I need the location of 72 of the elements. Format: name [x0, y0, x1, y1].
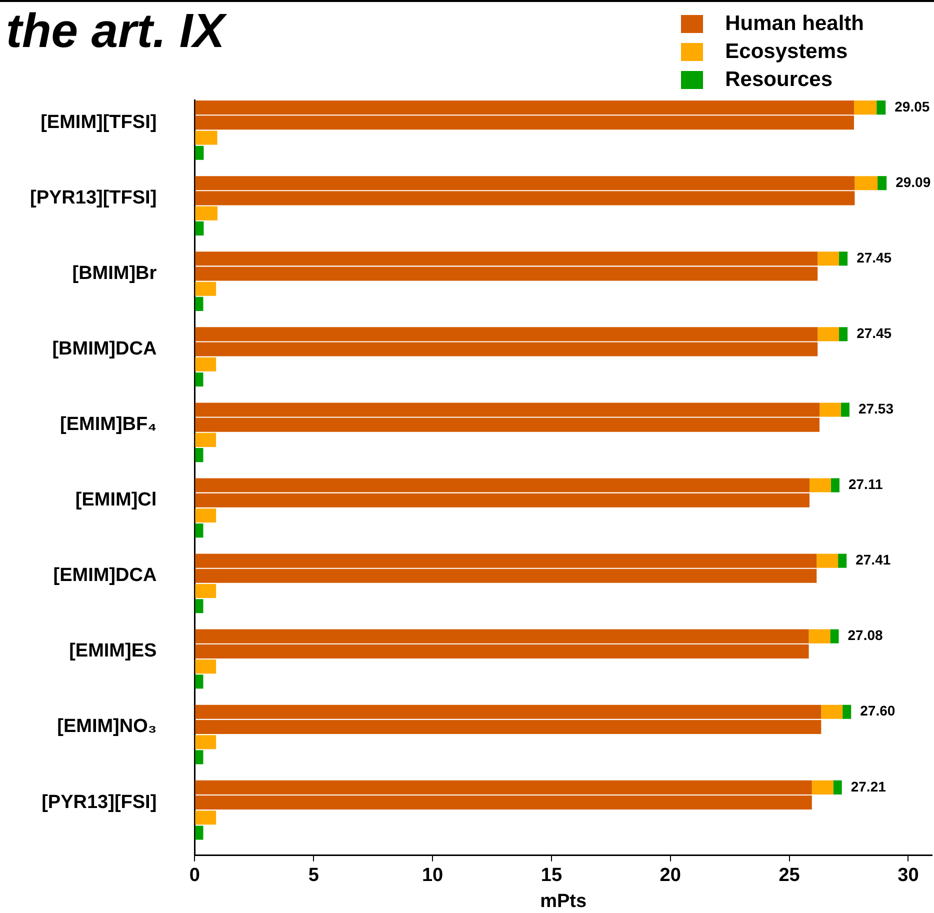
x-axis-title: mPts: [540, 890, 587, 912]
bar: [195, 296, 204, 311]
bar: [195, 357, 216, 372]
x-tick-label: 25: [778, 865, 800, 886]
x-tick-label: 20: [660, 865, 681, 886]
x-tick-label: 10: [422, 865, 444, 886]
total-label: 27.45: [856, 325, 892, 342]
y-tick-label: [EMIM]DCA: [53, 565, 157, 586]
bar: [195, 584, 216, 598]
y-tick-label: [EMIM]Cl: [75, 490, 157, 511]
total-label: 29.05: [894, 98, 930, 114]
bar: [195, 221, 204, 236]
total-label: 29.09: [896, 174, 931, 190]
bar: [816, 554, 838, 568]
bar: [810, 478, 831, 492]
bar: [195, 508, 216, 522]
bar: [876, 100, 886, 115]
bar: [838, 554, 847, 568]
bar: [820, 402, 841, 417]
total-label: 27.11: [848, 476, 883, 492]
y-tick-label: [EMIM]NO₃: [57, 716, 157, 738]
bar: [818, 327, 839, 342]
bar: [195, 130, 218, 145]
bar: [195, 432, 216, 447]
bar: [195, 735, 216, 750]
bar: [195, 750, 204, 764]
bar: [821, 704, 843, 719]
bar: [839, 327, 848, 342]
bar: [195, 282, 216, 296]
bar: [818, 252, 839, 266]
y-tick-label: [EMIM]BF₄: [60, 414, 157, 436]
bar: [830, 629, 839, 644]
total-label: 27.21: [850, 778, 886, 794]
bar: [195, 524, 204, 538]
total-label: 27.45: [856, 249, 892, 266]
bar: [195, 448, 204, 462]
bar: [195, 599, 204, 614]
bar: [195, 206, 218, 220]
legend-label: Human health: [725, 12, 864, 36]
bar: [842, 704, 852, 719]
bar: [854, 176, 878, 190]
bar: [812, 780, 834, 794]
y-tick-label: [PYR13][FSI]: [42, 792, 157, 813]
x-tick-label: 5: [308, 865, 320, 886]
x-tick-label: 30: [898, 865, 919, 886]
bar: [840, 402, 850, 417]
bar: [195, 826, 204, 840]
y-tick-label: [PYR13][TFSI]: [30, 187, 157, 208]
total-label: 27.60: [860, 702, 896, 719]
bar: [195, 146, 204, 160]
y-tick-label: [EMIM][TFSI]: [40, 112, 157, 133]
bar: [195, 674, 204, 689]
bar: [808, 629, 830, 644]
x-tick-label: 15: [540, 865, 562, 886]
bar: [195, 810, 216, 825]
y-tick-label: [BMIM]DCA: [52, 338, 157, 360]
bar: [195, 660, 216, 674]
bar: [830, 478, 840, 492]
legend-label: Ecosystems: [725, 40, 848, 64]
bar: [878, 176, 887, 190]
total-label: 27.41: [856, 552, 891, 568]
y-tick-label: [BMIM]Br: [72, 262, 158, 284]
legend-label: Resources: [725, 68, 833, 92]
bar: [195, 372, 204, 387]
bar: [839, 252, 848, 266]
total-label: 27.53: [858, 400, 894, 417]
y-tick-label: [EMIM]ES: [69, 640, 157, 662]
total-label: 27.08: [848, 627, 884, 644]
bar: [833, 780, 842, 794]
bar: [854, 100, 877, 115]
chart-title: the art. IX: [6, 4, 225, 59]
x-tick-label: 0: [189, 865, 200, 886]
